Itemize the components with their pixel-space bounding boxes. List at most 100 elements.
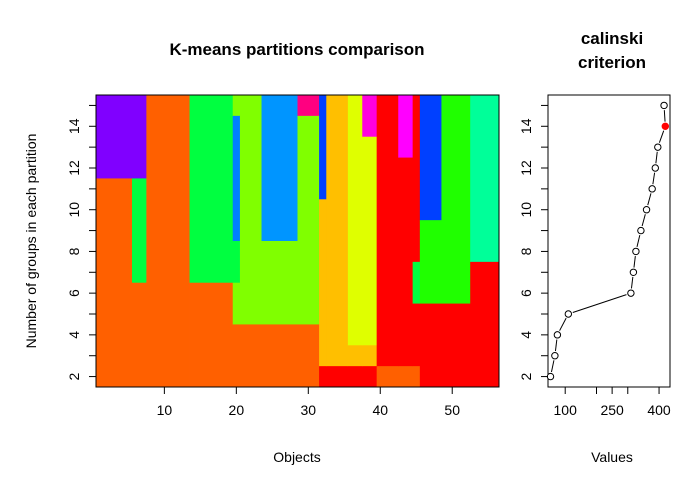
heatmap-cell bbox=[232, 241, 241, 284]
heatmap-cell bbox=[146, 95, 190, 388]
calinski-point bbox=[564, 310, 573, 318]
heatmap-cell bbox=[362, 95, 378, 138]
heatmap-y-tick-label: 10 bbox=[66, 202, 82, 218]
heatmap-cell bbox=[412, 261, 421, 304]
calinski-point bbox=[546, 372, 555, 381]
calinski-y-tick-label: 12 bbox=[518, 160, 534, 176]
heatmap-y-tick-label: 14 bbox=[66, 118, 82, 134]
heatmap-cell bbox=[261, 95, 298, 242]
heatmap-cell bbox=[297, 95, 320, 117]
calinski-line-segment bbox=[554, 339, 558, 352]
calinski-point bbox=[627, 289, 635, 297]
heatmap-cell bbox=[239, 324, 262, 388]
calinski-x-axis: 100 250 400 bbox=[554, 387, 671, 418]
heatmap-cell bbox=[319, 199, 327, 367]
calinski-point bbox=[553, 331, 562, 339]
calinski-line-segment bbox=[630, 276, 634, 289]
heatmap-x-tick-label: 40 bbox=[372, 402, 388, 418]
calinski-line-segment bbox=[550, 360, 555, 373]
heatmap-cell bbox=[232, 115, 241, 242]
heatmap-cell bbox=[362, 136, 378, 346]
heatmap-cell bbox=[297, 324, 320, 388]
heatmap-cell bbox=[326, 95, 349, 367]
calinski-y-tick-label: 2 bbox=[518, 372, 534, 380]
calinski-point bbox=[651, 164, 659, 172]
calinski-line-segment bbox=[572, 294, 627, 313]
calinski-point bbox=[654, 143, 662, 151]
heatmap-cell bbox=[362, 345, 378, 367]
calinski-y-tick-label: 10 bbox=[518, 202, 534, 218]
calinski-line-segment bbox=[663, 110, 666, 122]
heatmap-cell bbox=[261, 241, 298, 325]
heatmap-y-tick-label: 8 bbox=[66, 247, 82, 255]
calinski-point bbox=[660, 101, 668, 110]
calinski-x-tick-label: 100 bbox=[554, 402, 578, 418]
heatmap-cell bbox=[398, 95, 414, 158]
heatmap-y-tick-label: 12 bbox=[66, 160, 82, 176]
heatmap-cell bbox=[376, 366, 399, 388]
heatmap-title: K-means partitions comparison bbox=[169, 40, 424, 59]
heatmap-cell bbox=[232, 282, 241, 325]
heatmap-cell bbox=[232, 95, 241, 117]
calinski-point bbox=[637, 226, 645, 235]
heatmap-cell bbox=[347, 366, 363, 388]
calinski-lines bbox=[550, 110, 666, 373]
calinski-x-tick-label: 400 bbox=[647, 402, 671, 418]
heatmap-y-axis: 2 4 6 8 10 12 14 bbox=[66, 104, 96, 380]
heatmap-cell bbox=[470, 95, 500, 263]
heatmap-x-tick-label: 50 bbox=[444, 402, 460, 418]
heatmap-x-tick-label: 10 bbox=[157, 402, 173, 418]
heatmap-cell bbox=[326, 366, 349, 388]
heatmap-y-tick-label: 4 bbox=[66, 331, 82, 339]
calinski-line-segment bbox=[655, 151, 658, 164]
calinski-line-segment bbox=[633, 256, 636, 268]
heatmap-cell bbox=[319, 366, 327, 388]
calinski-line-segment bbox=[652, 172, 656, 185]
heatmap-cells bbox=[96, 95, 500, 388]
calinski-point bbox=[632, 247, 640, 256]
heatmap-cell bbox=[412, 95, 421, 263]
heatmap-x-label: Objects bbox=[273, 449, 320, 465]
heatmap-x-axis: 10 20 30 40 50 bbox=[157, 387, 460, 418]
heatmap-y-label: Number of groups in each partition bbox=[23, 134, 39, 349]
calinski-y-tick-label: 14 bbox=[518, 118, 534, 134]
heatmap-cell bbox=[419, 220, 442, 304]
heatmap-cell bbox=[398, 366, 414, 388]
heatmap-cell bbox=[131, 178, 147, 284]
calinski-point bbox=[648, 185, 656, 193]
heatmap-cell bbox=[362, 366, 378, 388]
heatmap-cell bbox=[412, 303, 421, 367]
calinski-frame bbox=[547, 94, 671, 388]
calinski-y-tick-label: 6 bbox=[518, 289, 534, 297]
heatmap-y-tick-label: 2 bbox=[66, 372, 82, 380]
heatmap-cell bbox=[347, 345, 363, 367]
heatmap-cell bbox=[347, 95, 363, 346]
calinski-line-segment bbox=[641, 214, 646, 227]
heatmap-cell bbox=[189, 282, 234, 388]
calinski-line-segment bbox=[559, 317, 567, 331]
calinski-point bbox=[642, 206, 651, 214]
heatmap-cell bbox=[376, 95, 399, 367]
heatmap-cell bbox=[470, 261, 500, 388]
calinski-point bbox=[551, 352, 559, 360]
heatmap-cell bbox=[398, 157, 414, 367]
heatmap-cell bbox=[419, 303, 442, 388]
calinski-y-axis: 2 4 6 8 10 12 14 bbox=[518, 104, 548, 380]
calinski-line-segment bbox=[658, 130, 665, 143]
heatmap-cell bbox=[419, 95, 442, 221]
calinski-title-line-1: calinski bbox=[581, 29, 643, 48]
heatmap-cell bbox=[412, 366, 421, 388]
heatmap-cell bbox=[441, 95, 471, 304]
heatmap-x-tick-label: 20 bbox=[229, 402, 245, 418]
calinski-y-tick-label: 4 bbox=[518, 331, 534, 339]
calinski-y-tick-label: 8 bbox=[518, 247, 534, 255]
calinski-line-segment bbox=[647, 193, 652, 206]
heatmap-cell bbox=[261, 324, 298, 388]
heatmap-cell bbox=[96, 178, 133, 388]
heatmap-x-tick-label: 30 bbox=[301, 402, 317, 418]
heatmap-cell bbox=[189, 95, 234, 284]
heatmap-cell bbox=[131, 282, 147, 388]
calinski-title-line-2: criterion bbox=[578, 53, 646, 72]
calinski-points bbox=[546, 101, 670, 381]
